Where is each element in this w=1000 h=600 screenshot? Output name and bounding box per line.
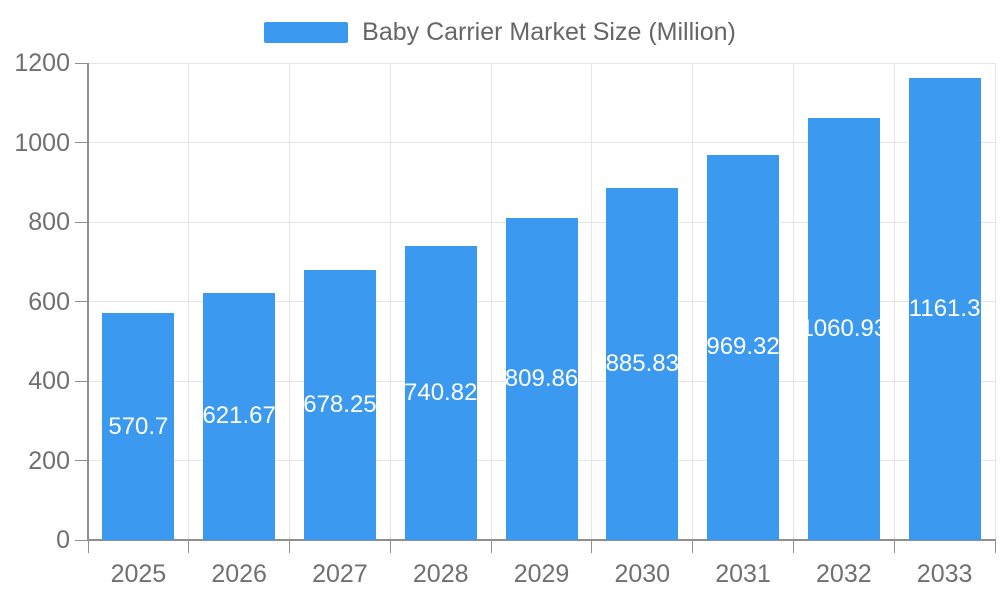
y-axis-tick xyxy=(75,539,88,541)
y-axis-tick xyxy=(75,301,88,302)
bar-value-label: 1060.93 xyxy=(800,315,888,343)
x-axis-tick xyxy=(792,540,794,553)
legend-label: Baby Carrier Market Size (Million) xyxy=(362,18,736,46)
plot-gridline-v xyxy=(389,63,391,540)
bar-value-label: 1161.3 xyxy=(908,295,981,323)
x-axis-category-label: 2032 xyxy=(816,560,872,588)
plot-gridline-v xyxy=(591,63,593,540)
x-axis-category-label: 2027 xyxy=(312,560,368,588)
x-axis-category-label: 2030 xyxy=(614,560,671,588)
plot-gridline-v xyxy=(792,63,794,540)
bar-value-label: 969.32 xyxy=(706,333,780,361)
x-axis-tick xyxy=(87,540,89,553)
plot-gridline-v xyxy=(994,63,996,540)
x-axis-category-label: 2025 xyxy=(110,560,167,588)
y-axis-tick-label: 1000 xyxy=(14,128,70,157)
legend-item[interactable]: Baby Carrier Market Size (Million) xyxy=(0,18,1000,46)
bar-value-label: 678.25 xyxy=(303,391,377,419)
x-axis-category-label: 2026 xyxy=(211,560,267,588)
bar-2029 xyxy=(505,218,578,540)
x-axis-tick xyxy=(389,540,391,553)
x-axis-tick xyxy=(188,540,190,553)
plot-gridline-v xyxy=(692,63,694,540)
bar-2028 xyxy=(404,245,477,540)
legend-swatch xyxy=(264,21,349,43)
x-axis-category-label: 2033 xyxy=(916,560,973,588)
x-axis-category-label: 2031 xyxy=(715,560,771,588)
x-axis-line xyxy=(87,539,996,541)
plot-gridline-v xyxy=(289,63,291,540)
x-axis-tick xyxy=(692,540,694,553)
x-axis-tick xyxy=(490,540,492,553)
y-axis-tick xyxy=(75,62,88,64)
x-axis-category-label: 2029 xyxy=(513,560,570,588)
x-axis-tick xyxy=(591,540,593,553)
bar-2031 xyxy=(707,154,780,540)
y-axis-line xyxy=(87,63,89,540)
bar-value-label: 740.82 xyxy=(404,378,478,406)
y-axis-tick xyxy=(75,221,88,223)
plot-gridline-h xyxy=(88,142,995,143)
bar-value-label: 809.86 xyxy=(504,365,579,393)
y-axis-tick-label: 400 xyxy=(28,367,70,395)
plot-gridline-v xyxy=(188,63,190,540)
bar-2026 xyxy=(203,292,276,540)
bar-2032 xyxy=(807,118,880,540)
y-axis-tick-label: 200 xyxy=(28,446,70,475)
bar-2027 xyxy=(303,270,376,540)
y-axis-tick-label: 600 xyxy=(28,287,70,316)
bar-2033 xyxy=(908,78,981,540)
x-axis-tick xyxy=(994,540,996,553)
bar-value-label: 621.67 xyxy=(202,402,276,430)
y-axis-tick xyxy=(75,380,88,382)
y-axis-tick-label: 0 xyxy=(56,526,70,554)
x-axis-tick xyxy=(893,540,895,553)
y-axis-tick-label: 1200 xyxy=(14,49,70,77)
y-axis-tick xyxy=(75,460,88,461)
x-axis-tick xyxy=(289,540,291,553)
bar-2030 xyxy=(606,187,679,540)
plot-gridline-v xyxy=(893,63,895,540)
bar-value-label: 570.7 xyxy=(108,412,169,440)
y-axis-tick xyxy=(75,142,88,143)
plot-gridline-v xyxy=(490,63,492,540)
y-axis-tick-label: 800 xyxy=(28,208,70,236)
bar-2025 xyxy=(102,313,175,540)
plot-gridline-h xyxy=(88,62,995,64)
bar-value-label: 885.83 xyxy=(605,349,679,377)
x-axis-category-label: 2028 xyxy=(412,560,469,588)
